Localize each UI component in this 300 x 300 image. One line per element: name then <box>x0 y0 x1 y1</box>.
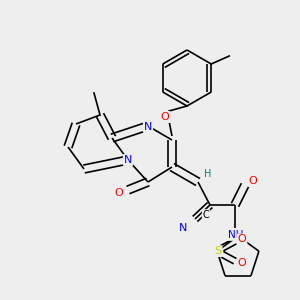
Text: O: O <box>238 234 247 244</box>
Text: O: O <box>160 112 169 122</box>
Text: O: O <box>238 258 247 268</box>
Text: O: O <box>249 176 257 186</box>
Text: O: O <box>160 112 169 122</box>
Text: C: C <box>202 210 209 220</box>
Text: N: N <box>144 122 152 132</box>
Text: H: H <box>204 169 212 179</box>
Text: S: S <box>214 246 222 256</box>
Text: N: N <box>179 223 187 233</box>
Text: NH: NH <box>228 230 244 240</box>
Text: O: O <box>115 188 123 198</box>
Text: N: N <box>124 155 132 165</box>
